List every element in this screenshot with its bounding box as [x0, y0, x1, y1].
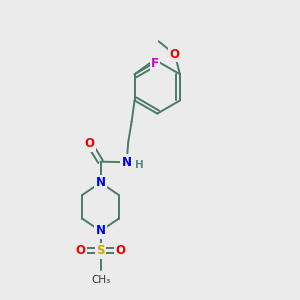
Text: O: O — [115, 244, 125, 257]
Text: O: O — [76, 244, 86, 257]
Text: S: S — [96, 244, 105, 257]
Text: O: O — [84, 137, 94, 150]
Text: N: N — [95, 224, 106, 238]
Text: N: N — [95, 176, 106, 189]
Text: CH₃: CH₃ — [91, 275, 110, 285]
Text: N: N — [122, 156, 132, 169]
Text: F: F — [151, 57, 159, 70]
Text: H: H — [135, 160, 143, 170]
Text: O: O — [170, 48, 180, 61]
